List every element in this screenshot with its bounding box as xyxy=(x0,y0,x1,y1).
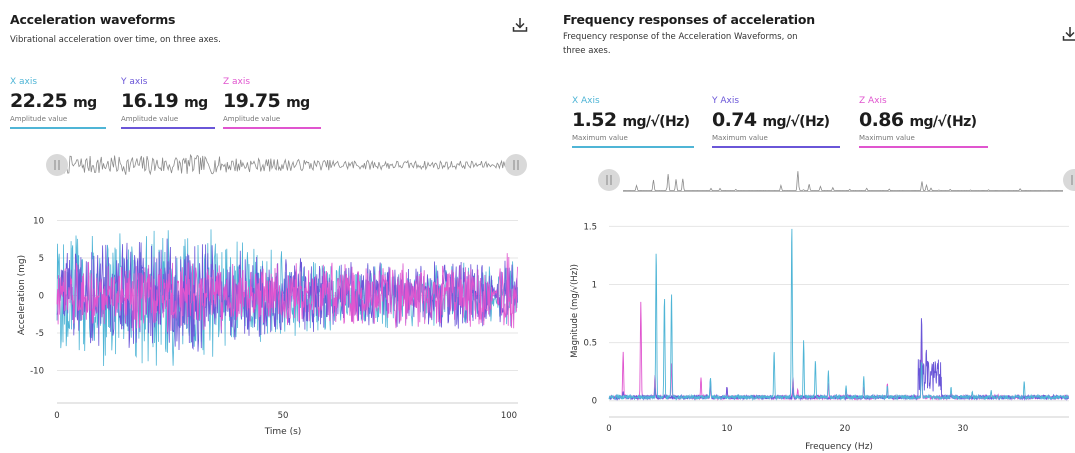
metric-value: 16.19 xyxy=(121,90,179,112)
download-icon[interactable] xyxy=(511,16,529,34)
metric-axis-label: Y Axis xyxy=(712,96,740,106)
time-range-navigator[interactable] xyxy=(0,150,535,180)
metric-axis-label: Y axis xyxy=(121,77,148,87)
y-axis-metric: Y axis 16.19 mg Amplitude value xyxy=(121,77,215,129)
metric-value: 19.75 xyxy=(223,90,281,112)
z-axis-metric: Z Axis 0.86 mg/√(Hz) Maximum value xyxy=(859,96,988,148)
metric-underline xyxy=(859,146,988,148)
metric-value: 0.74 xyxy=(712,109,757,131)
navigator-right-handle[interactable] xyxy=(1063,169,1075,191)
panel-title: Frequency responses of acceleration xyxy=(563,12,815,27)
navigator-left-handle[interactable] xyxy=(598,169,620,191)
metric-value: 0.86 xyxy=(859,109,904,131)
frequency-response-panel: Frequency responses of acceleration Freq… xyxy=(553,0,1075,453)
metric-caption: Amplitude value xyxy=(10,115,68,123)
navigator-right-handle[interactable] xyxy=(505,154,527,176)
x-tick-label: 0 xyxy=(54,411,59,421)
y-axis-metric: Y Axis 0.74 mg/√(Hz) Maximum value xyxy=(712,96,840,148)
metric-value: 1.52 xyxy=(572,109,617,131)
x-tick-label: 100 xyxy=(501,411,517,421)
y-tick-label: 0 xyxy=(39,292,44,302)
metric-caption: Amplitude value xyxy=(121,115,179,123)
metric-unit: mg/√(Hz) xyxy=(762,114,831,130)
y-tick-label: -5 xyxy=(36,329,44,339)
metric-unit: mg xyxy=(73,95,97,111)
y-tick-label: 0 xyxy=(592,397,597,407)
metric-underline xyxy=(223,127,321,129)
grid-lines xyxy=(609,225,1069,402)
y-tick-label: 1.5 xyxy=(583,222,597,232)
x-tick-label: 0 xyxy=(606,424,611,434)
x-tick-label: 30 xyxy=(957,424,968,434)
metric-axis-label: X Axis xyxy=(572,96,600,106)
panel-subtitle-line-2: three axes. xyxy=(563,46,611,56)
metric-axis-label: Z axis xyxy=(223,77,251,87)
metric-underline xyxy=(712,146,840,148)
panel-title: Acceleration waveforms xyxy=(10,12,176,27)
metric-caption: Amplitude value xyxy=(223,115,281,123)
y-tick-label: 0.5 xyxy=(583,339,597,349)
x-tick-label: 20 xyxy=(839,424,850,434)
metric-unit: mg/√(Hz) xyxy=(909,114,978,130)
y-axis-label: Magnitude (mg/√(Hz)) xyxy=(570,264,580,358)
navigator-waveform-line xyxy=(59,153,516,176)
metric-underline xyxy=(572,146,694,148)
metric-value: 22.25 xyxy=(10,90,68,112)
navigator-left-handle[interactable] xyxy=(46,154,68,176)
metric-unit: mg/√(Hz) xyxy=(622,114,691,130)
y-axis-label: Acceleration (mg) xyxy=(17,255,27,335)
x-axis-metric: X axis 22.25 mg Amplitude value xyxy=(10,77,106,129)
navigator-spectrum-line xyxy=(623,171,1063,192)
acceleration-waveforms-panel: Acceleration waveforms Vibrational accel… xyxy=(0,0,535,453)
metric-underline xyxy=(121,127,215,129)
x-axis-label: Frequency (Hz) xyxy=(805,442,873,452)
x-axis-label: Time (s) xyxy=(264,427,302,437)
y-tick-label: 5 xyxy=(39,254,44,264)
series-z-axis-line xyxy=(56,253,518,332)
metric-unit: mg xyxy=(184,95,208,111)
series-y-axis-line xyxy=(608,318,1070,401)
x-tick-label: 50 xyxy=(278,411,289,421)
panel-subtitle-line-1: Frequency response of the Acceleration W… xyxy=(563,32,798,42)
navigator-spectrum xyxy=(623,171,1063,192)
frequency-response-chart: 1.5 1 0.5 0 0 10 20 30 Frequency (Hz) Magnitude… xyxy=(570,222,1070,452)
series-x-axis-line xyxy=(608,228,1070,401)
x-tick-label: 10 xyxy=(722,424,733,434)
navigator-waveform xyxy=(59,153,516,176)
series-group xyxy=(56,229,518,367)
metric-underline xyxy=(10,127,106,129)
metric-unit: mg xyxy=(286,95,310,111)
panel-subtitle: Vibrational acceleration over time, on t… xyxy=(10,35,221,45)
metric-caption: Maximum value xyxy=(712,134,768,142)
x-axis-metric: X Axis 1.52 mg/√(Hz) Maximum value xyxy=(572,96,694,148)
download-icon[interactable] xyxy=(1061,25,1075,43)
metric-axis-label: X axis xyxy=(10,77,38,87)
series-group xyxy=(608,228,1070,401)
frequency-range-navigator[interactable] xyxy=(553,165,1075,195)
metric-caption: Maximum value xyxy=(859,134,915,142)
metric-caption: Maximum value xyxy=(572,134,628,142)
y-tick-label: 1 xyxy=(592,281,597,291)
y-tick-label: 10 xyxy=(33,217,44,227)
z-axis-metric: Z axis 19.75 mg Amplitude value xyxy=(223,77,321,129)
series-z-axis-line xyxy=(608,301,1070,401)
y-tick-label: -10 xyxy=(30,367,44,377)
axes-group: 1.5 1 0.5 0 0 10 20 30 xyxy=(583,222,1069,434)
metric-axis-label: Z Axis xyxy=(859,96,887,106)
